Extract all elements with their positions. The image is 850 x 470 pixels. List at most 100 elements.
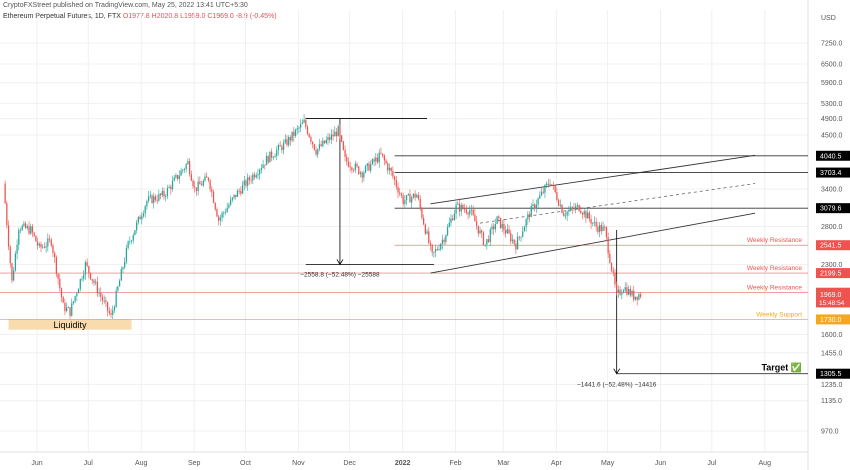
candle-body [122, 267, 124, 270]
candle-body [84, 262, 87, 275]
candle-body [561, 204, 563, 213]
candle [113, 304, 116, 314]
candle [71, 298, 73, 317]
candle [156, 194, 158, 205]
candle-body [298, 127, 300, 129]
candle-body [113, 307, 116, 311]
candle-body [532, 204, 534, 206]
candle [120, 266, 122, 281]
candle [175, 173, 177, 179]
candle-body [259, 169, 261, 175]
candle-body [580, 211, 582, 214]
candle-body [190, 174, 192, 181]
candle-body [255, 175, 257, 178]
candle [219, 214, 222, 226]
candle [178, 170, 181, 184]
candle [137, 216, 140, 225]
candle [95, 278, 97, 286]
candle [52, 243, 54, 257]
candle-body [91, 279, 93, 281]
candle-body [494, 223, 497, 230]
candle [327, 133, 329, 146]
candle [310, 135, 312, 145]
candle-body [351, 167, 353, 171]
price-tag-label: 3703.4 [820, 170, 842, 177]
candle [322, 137, 324, 148]
candle-body [600, 225, 602, 232]
candle [493, 223, 495, 236]
candle [506, 223, 508, 234]
candle-body [243, 180, 245, 186]
candle-body [7, 225, 10, 247]
candle [149, 190, 151, 199]
candle [576, 202, 579, 210]
candle-body [545, 183, 548, 185]
candle-body [609, 253, 611, 263]
candle-body [581, 213, 584, 215]
candle-body [185, 164, 187, 170]
candle-body [241, 185, 244, 194]
measure-label: −1441.6 (−52.48%) −14416 [577, 382, 657, 389]
candle [108, 307, 110, 316]
candle [265, 152, 268, 166]
candle-body [592, 222, 594, 224]
candle-body [129, 241, 131, 243]
candle [199, 176, 201, 185]
candle-body [482, 232, 485, 245]
candle [252, 172, 254, 185]
candle [624, 282, 626, 293]
candle [513, 239, 515, 247]
candle [472, 205, 474, 217]
candle-body [95, 281, 97, 283]
candle-body [334, 131, 336, 137]
candle-body [551, 184, 553, 186]
candle-body [639, 294, 642, 297]
candle [489, 227, 491, 247]
candle-body [583, 211, 585, 215]
candle [528, 211, 531, 223]
candle [349, 161, 351, 172]
candle [371, 158, 374, 166]
candle [279, 141, 281, 147]
candle [540, 187, 543, 197]
candle-body [405, 195, 408, 201]
candle [445, 234, 447, 245]
candle-body [590, 218, 592, 224]
candle-body [347, 161, 350, 167]
candle [177, 174, 179, 181]
candle-body [211, 189, 213, 192]
candle [163, 187, 165, 200]
candle-body [60, 288, 63, 298]
candle [619, 286, 621, 297]
candle-body [300, 124, 302, 128]
candle-body [151, 195, 153, 204]
candle [284, 134, 286, 145]
candle-body [226, 207, 228, 213]
candle-body [6, 203, 8, 226]
candle-body [631, 290, 633, 296]
candle-body [236, 190, 239, 197]
candle-body [112, 310, 114, 315]
candle [42, 244, 44, 249]
candle [404, 194, 406, 209]
candle-body [26, 226, 28, 229]
candle-body [281, 146, 283, 151]
candle [31, 224, 34, 238]
candle [373, 156, 375, 167]
candle [600, 222, 602, 235]
candle-body [421, 208, 423, 218]
candle [165, 193, 167, 202]
candle-body [9, 246, 11, 264]
candle [48, 234, 51, 243]
candle [332, 129, 334, 141]
candle-body [597, 226, 599, 232]
x-tick-label: Apr [551, 460, 563, 467]
x-tick-label: Nov [292, 460, 305, 467]
candle [269, 151, 271, 163]
candle-body [525, 219, 527, 227]
candle-body [206, 176, 208, 178]
candle [247, 173, 249, 191]
y-tick-label: 2300.0 [821, 262, 843, 269]
candle-body [96, 281, 99, 293]
